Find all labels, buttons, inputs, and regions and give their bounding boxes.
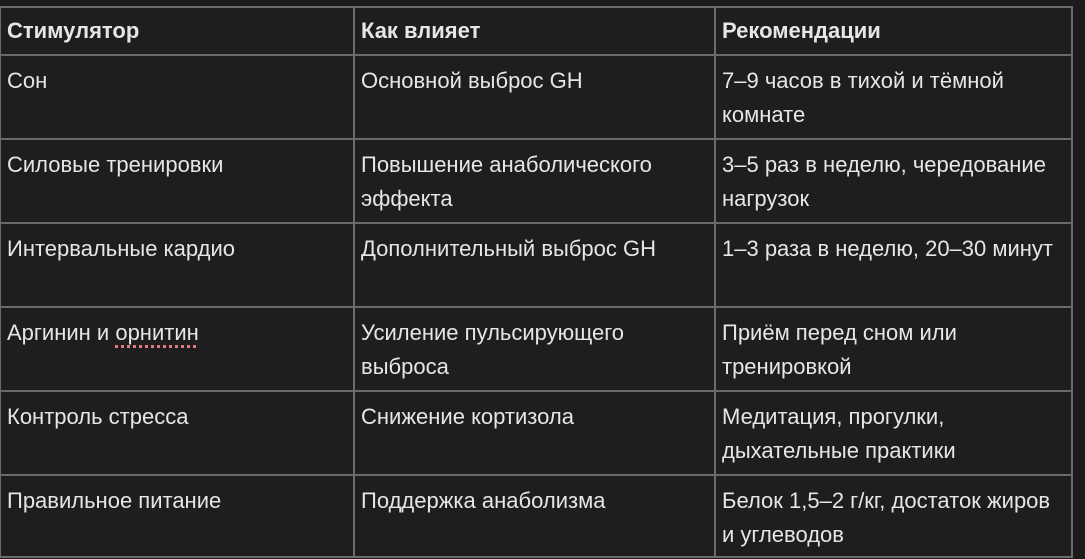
table-row: Сон Основной выброс GH 7–9 часов в тихой… [0,54,1073,140]
table-row: Интервальные кардио Дополнительный выбро… [0,222,1073,308]
table-cell: Силовые тренировки [0,138,355,224]
table-row: Контроль стресса Снижение кортизола Меди… [0,390,1073,476]
table-cell: Приём перед сном или тренировкой [714,306,1073,392]
table-cell: Медитация, прогулки, дыхательные практик… [714,390,1073,476]
table-cell: 1–3 раза в неделю, 20–30 минут [714,222,1073,308]
table-cell: Правильное питание [0,474,355,558]
table-cell: 7–9 часов в тихой и тёмной комнате [714,54,1073,140]
spellcheck-underlined-word[interactable]: орнитин [115,320,199,345]
table-row: Правильное питание Поддержка анаболизма … [0,474,1073,558]
table-cell: Дополнительный выброс GH [353,222,716,308]
header-cell: Рекомендации [714,6,1073,56]
table-cell: Сон [0,54,355,140]
table-cell: Усиление пульсирующего выброса [353,306,716,392]
table-cell: Белок 1,5–2 г/кг, достаток жиров и углев… [714,474,1073,558]
stimulators-table: Стимулятор Как влияет Рекомендации Сон О… [0,6,1073,558]
header-cell: Стимулятор [0,6,355,56]
table-row: Силовые тренировки Повышение анаболическ… [0,138,1073,224]
table-row: Аргинин и орнитин Усиление пульсирующего… [0,306,1073,392]
table-cell: 3–5 раз в неделю, чередование нагрузок [714,138,1073,224]
table-cell: Основной выброс GH [353,54,716,140]
header-cell: Как влияет [353,6,716,56]
table-cell: Снижение кортизола [353,390,716,476]
cell-text: Аргинин и [7,320,116,345]
header-row: Стимулятор Как влияет Рекомендации [0,6,1073,56]
table-cell: Поддержка анаболизма [353,474,716,558]
table-cell: Аргинин и орнитин [0,306,355,392]
table-cell: Интервальные кардио [0,222,355,308]
table-cell: Повышение анаболического эффекта [353,138,716,224]
table-cell: Контроль стресса [0,390,355,476]
